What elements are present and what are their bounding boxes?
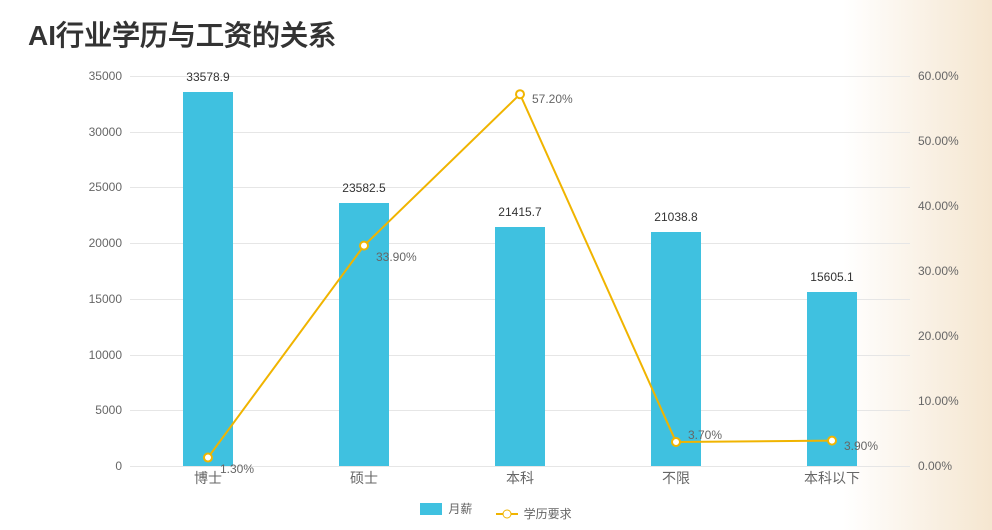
line-value-label: 33.90% — [376, 250, 417, 264]
x-category-label: 不限 — [662, 468, 690, 488]
y2-tick-label: 40.00% — [918, 199, 959, 213]
line-series — [130, 76, 910, 466]
y2-tick-label: 10.00% — [918, 394, 959, 408]
y1-tick-label: 10000 — [89, 348, 122, 362]
chart-title: AI行业学历与工资的关系 — [28, 14, 336, 54]
legend-item-line: 学历要求 — [496, 505, 572, 522]
legend-swatch-bar — [420, 503, 442, 515]
x-category-label: 博士 — [194, 468, 222, 488]
legend-label-line: 学历要求 — [524, 505, 572, 522]
x-category-label: 本科以下 — [804, 468, 860, 488]
y2-tick-label: 30.00% — [918, 264, 959, 278]
y1-tick-label: 35000 — [89, 69, 122, 83]
x-category-label: 本科 — [506, 468, 534, 488]
y1-tick-label: 20000 — [89, 236, 122, 250]
y2-tick-label: 20.00% — [918, 329, 959, 343]
plot-area: 33578.923582.521415.721038.815605.11.30%… — [130, 76, 910, 466]
y2-tick-label: 0.00% — [918, 459, 952, 473]
legend-swatch-line — [496, 513, 518, 515]
y2-tick-label: 60.00% — [918, 69, 959, 83]
combo-chart: 33578.923582.521415.721038.815605.11.30%… — [0, 70, 992, 530]
line-value-label: 1.30% — [220, 462, 254, 476]
y1-tick-label: 30000 — [89, 125, 122, 139]
y1-tick-label: 5000 — [95, 403, 122, 417]
y1-tick-label: 0 — [115, 459, 122, 473]
legend-label-bar: 月薪 — [448, 500, 472, 517]
line-value-label: 3.70% — [688, 428, 722, 442]
y2-tick-label: 50.00% — [918, 134, 959, 148]
legend: 月薪 学历要求 — [0, 500, 992, 522]
x-category-label: 硕士 — [350, 468, 378, 488]
line-value-label: 3.90% — [844, 439, 878, 453]
y1-tick-label: 15000 — [89, 292, 122, 306]
line-value-label: 57.20% — [532, 92, 573, 106]
legend-item-bar: 月薪 — [420, 500, 472, 517]
y1-tick-label: 25000 — [89, 180, 122, 194]
